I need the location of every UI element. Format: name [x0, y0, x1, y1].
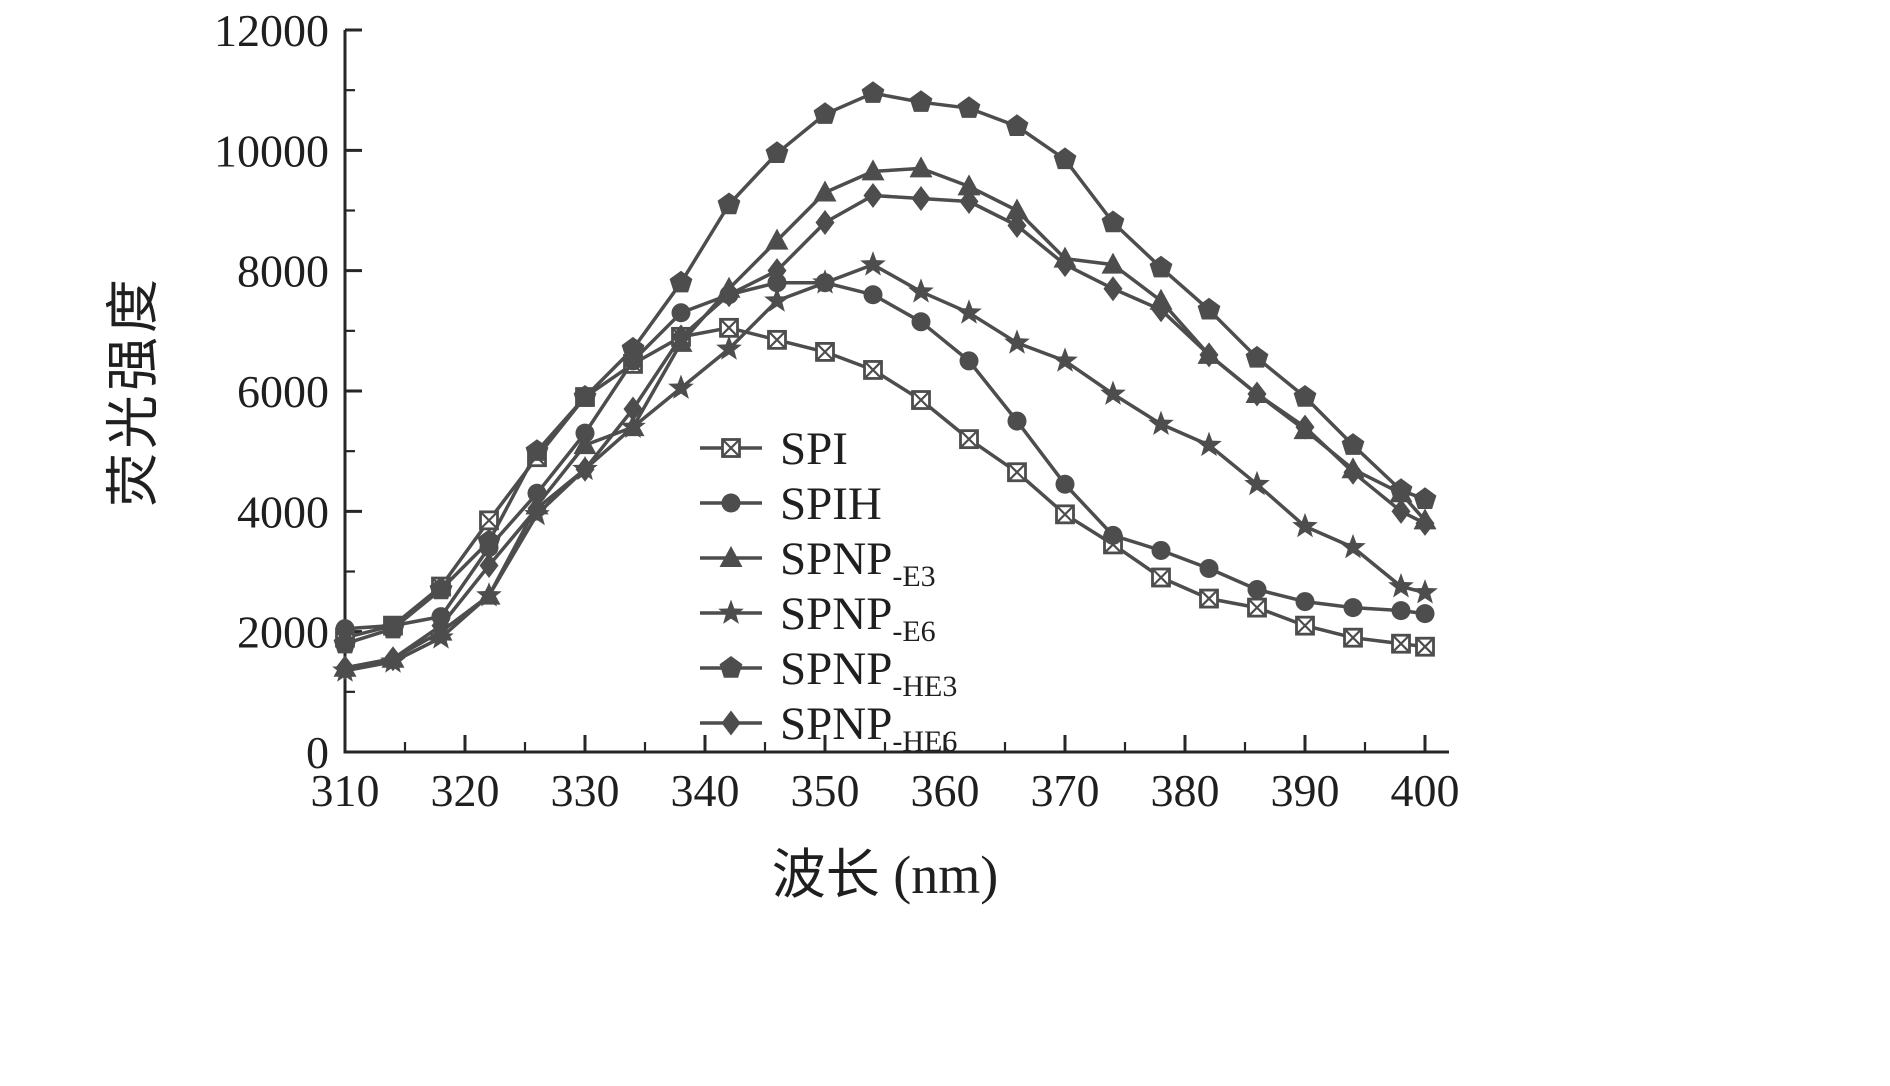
y-axis-title: 荧光强度 — [103, 275, 164, 507]
legend-label: SPI — [780, 423, 848, 475]
x-tick-label: 370 — [1031, 765, 1100, 816]
tick-labels: 310 320 330 340 350 360 370 380 390 4000200040006… — [214, 5, 1460, 816]
x-tick-label: 330 — [551, 765, 620, 816]
y-tick-label: 2000 — [237, 607, 329, 658]
x-tick-label: 390 — [1271, 765, 1340, 816]
y-tick-label: 0 — [306, 727, 329, 778]
legend-item-SPIH: SPIH — [700, 478, 882, 530]
legend-item-SPNP-HE3: SPNP-HE3 — [700, 643, 957, 703]
series-SPNP-HE6 — [335, 182, 1435, 681]
legend-item-SPNP-E6: SPNP-E6 — [700, 588, 936, 648]
x-tick-label: 350 — [791, 765, 860, 816]
y-tick-label: 10000 — [214, 125, 329, 176]
legend-label: SPNP-HE3 — [780, 643, 957, 703]
x-tick-label: 380 — [1151, 765, 1220, 816]
x-tick-label: 320 — [431, 765, 500, 816]
x-tick-label: 360 — [911, 765, 980, 816]
legend-label: SPIH — [780, 478, 882, 530]
legend-label: SPNP-E6 — [780, 588, 936, 648]
y-tick-label: 6000 — [237, 366, 329, 417]
y-tick-label: 4000 — [237, 486, 329, 537]
legend-label: SPNP-HE6 — [780, 698, 957, 758]
x-tick-label: 400 — [1391, 765, 1460, 816]
series-SPNP-HE3 — [333, 81, 1437, 654]
y-tick-label: 8000 — [237, 246, 329, 297]
legend-item-SPNP-E3: SPNP-E3 — [700, 533, 936, 593]
legend-label: SPNP-E3 — [780, 533, 936, 593]
legend-item-SPNP-HE6: SPNP-HE6 — [700, 698, 957, 758]
x-axis-title: 波长 (nm) — [771, 845, 999, 905]
x-tick-label: 340 — [671, 765, 740, 816]
legend-item-SPI: SPI — [700, 423, 848, 475]
y-tick-label: 12000 — [214, 5, 329, 56]
x-tick-label: 310 — [311, 765, 380, 816]
